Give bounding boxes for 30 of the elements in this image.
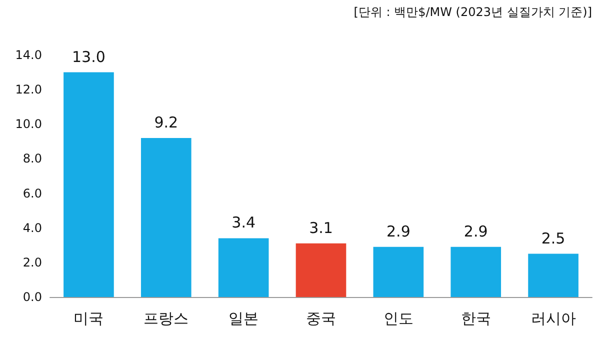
data-label: 13.0 — [72, 48, 106, 66]
bar — [64, 72, 114, 297]
x-tick-label: 중국 — [306, 310, 336, 328]
y-tick-label: 2.0 — [22, 255, 42, 270]
y-tick-label: 4.0 — [22, 220, 42, 235]
data-label: 2.5 — [541, 229, 566, 248]
bar — [528, 254, 578, 297]
bar — [373, 246, 424, 297]
y-tick-label: 8.0 — [22, 152, 42, 166]
data-label: 9.2 — [154, 113, 178, 132]
y-tick-label: 14.0 — [15, 48, 42, 62]
text: [단위 : 백만$/MW (2023년 실질가치 기준)] — [354, 5, 592, 19]
data-label: 2.9 — [386, 222, 410, 240]
data-label: 2.9 — [464, 222, 488, 240]
bar — [450, 246, 502, 297]
y-tick-label: 12.0 — [15, 82, 42, 97]
y-tick-label: 0.0 — [22, 290, 42, 304]
x-tick-label: 러시아 — [530, 310, 576, 328]
x-tick-label: 일본 — [228, 310, 259, 328]
y-tick-label: 10.0 — [15, 117, 42, 132]
x-tick-label: 미국 — [74, 310, 104, 328]
x-tick-label: 인도 — [383, 310, 414, 328]
bar — [296, 243, 346, 297]
bar — [140, 138, 192, 297]
x-tick-label: 프랑스 — [144, 310, 189, 328]
data-label: 3.4 — [232, 214, 256, 232]
data-label: 3.1 — [309, 218, 333, 237]
bar — [218, 238, 269, 297]
x-tick-label: 한국 — [460, 310, 491, 328]
y-tick-label: 6.0 — [22, 186, 42, 200]
